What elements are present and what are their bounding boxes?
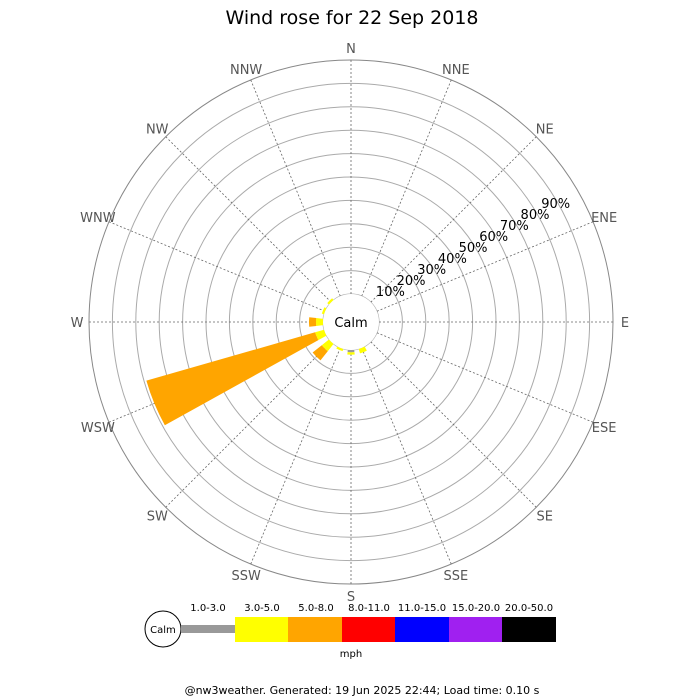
direction-label-se: SE [537, 510, 553, 525]
petal-wnw-bin-1 [321, 307, 327, 315]
legend-unit: mph [340, 649, 362, 660]
direction-label-nnw: NNW [230, 63, 262, 78]
direction-label-e: E [621, 316, 629, 331]
petal-w-bin-1 [315, 318, 324, 326]
legend-swatch-bin-3 [342, 617, 396, 642]
petal-w-bin-2 [308, 317, 317, 327]
spoke-nw [165, 136, 332, 303]
petal-s-bin-0 [347, 349, 355, 353]
wind-petals [146, 298, 367, 426]
legend-label-bin-0: 1.0-3.0 [190, 603, 225, 614]
direction-label-wsw: WSW [81, 421, 115, 436]
legend-label-bin-6: 20.0-50.0 [505, 603, 553, 614]
spoke-sse [361, 347, 452, 565]
direction-label-wnw: WNW [80, 211, 116, 226]
direction-label-n: N [346, 42, 356, 57]
spoke-nne [361, 79, 452, 297]
grid-ring [135, 106, 567, 538]
spoke-ne [370, 136, 537, 303]
percent-label: 40% [438, 252, 467, 267]
legend-swatch-bin-1 [235, 617, 289, 642]
footer-text: @nw3weather. Generated: 19 Jun 2025 22:4… [185, 684, 540, 697]
grid-ring [111, 82, 591, 562]
percent-label: 90% [541, 197, 570, 212]
spoke-ene [376, 221, 594, 312]
percent-label: 80% [521, 208, 550, 223]
petal-ssw-bin-1 [336, 346, 344, 352]
percent-labels: 10%20%30%40%50%60%70%80%90% [376, 197, 570, 300]
direction-label-ese: ESE [592, 421, 617, 436]
direction-spokes [89, 60, 613, 584]
petal-s-bin-1 [347, 352, 355, 355]
direction-label-ssw: SSW [231, 569, 261, 584]
direction-label-s: S [347, 590, 355, 605]
petal-wsw-bin-1 [315, 329, 327, 341]
spoke-wnw [108, 221, 326, 312]
spoke-sw [165, 341, 332, 508]
legend-label-bin-3: 8.0-11.0 [348, 603, 390, 614]
calm-label: Calm [334, 316, 367, 331]
legend-label-bin-2: 5.0-8.0 [298, 603, 333, 614]
petal-sw-bin-1 [321, 339, 334, 352]
petal-sw-bin-2 [312, 345, 328, 361]
legend-swatch-bin-5 [449, 617, 503, 642]
direction-label-ene: ENE [591, 211, 617, 226]
legend-label-bin-1: 3.0-5.0 [244, 603, 279, 614]
grid-ring [299, 270, 403, 374]
direction-label-nw: NW [146, 122, 169, 137]
petal-nw-bin-1 [327, 298, 334, 305]
legend-label-bin-4: 11.0-15.0 [398, 603, 446, 614]
spoke-nnw [250, 79, 341, 297]
spoke-ssw [250, 347, 341, 565]
calm-center: Calm [323, 294, 379, 350]
legend-calm-label: Calm [150, 625, 176, 636]
direction-label-w: W [71, 316, 84, 331]
grid-ring [158, 129, 544, 515]
petal-sse-bin-1 [358, 346, 367, 354]
speed-legend: Calm 1.0-3.0 3.0-5.0 5.0-8.0 8.0-11.0 11.0-1… [144, 603, 556, 648]
legend-swatch-bin-2 [288, 617, 342, 642]
direction-label-nne: NNE [442, 63, 470, 78]
legend-swatch-bin-0 [181, 625, 235, 633]
percent-label: 50% [459, 241, 488, 256]
legend-label-bin-5: 15.0-20.0 [452, 603, 500, 614]
grid-ring [252, 223, 450, 421]
legend-swatch-bin-4 [395, 617, 449, 642]
spoke-se [370, 341, 537, 508]
percent-label: 60% [479, 230, 508, 245]
direction-label-sse: SSE [443, 569, 468, 584]
percent-label: 20% [397, 274, 426, 289]
percent-label: 10% [376, 285, 405, 300]
direction-label-ne: NE [536, 122, 554, 137]
percent-label: 70% [500, 219, 529, 234]
spoke-ese [376, 332, 594, 423]
direction-labels: N NNE NE ENE E ESE SE SSE S SSW SW WSW W WNW NW NNW [71, 42, 630, 605]
grid-ring [275, 246, 427, 398]
direction-label-sw: SW [147, 510, 168, 525]
percent-label: 30% [417, 263, 446, 278]
petal-wsw-bin-2 [146, 332, 319, 426]
chart-title: Wind rose for 22 Sep 2018 [225, 7, 478, 29]
legend-swatch-bin-6 [502, 617, 556, 642]
